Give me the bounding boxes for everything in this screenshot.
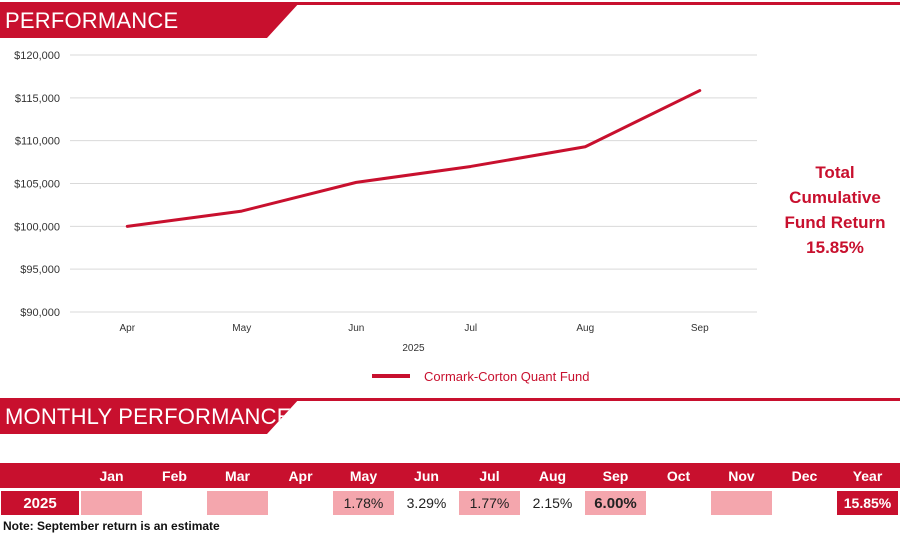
monthly-performance-banner: MONTHLY PERFORMANCE <box>0 398 900 434</box>
header-corner <box>1 463 79 488</box>
header-oct: Oct <box>666 467 691 484</box>
cumulative-line-1: Total <box>815 163 855 182</box>
x-axis-label: 2025 <box>402 343 425 354</box>
month-cell-mar <box>207 491 268 515</box>
header-may: May <box>349 467 378 484</box>
legend-swatch <box>372 374 410 378</box>
x-tick-label: Aug <box>576 323 594 334</box>
x-tick-label: Apr <box>119 323 135 334</box>
x-tick-label: Jul <box>464 323 477 334</box>
header-mar: Mar <box>225 467 250 484</box>
month-cell-aug: 2.15% <box>532 495 573 511</box>
month-cell-sep: 6.00% <box>585 491 646 515</box>
x-tick-label: Sep <box>691 323 709 334</box>
y-tick-label: $100,000 <box>14 221 60 233</box>
month-cell-may: 1.78% <box>333 491 394 515</box>
banner-tab: PERFORMANCE <box>0 2 300 38</box>
performance-banner: PERFORMANCE <box>0 2 900 38</box>
month-cell-apr <box>270 491 331 515</box>
header-nov: Nov <box>728 467 755 484</box>
performance-title: PERFORMANCE <box>5 8 179 33</box>
chart-legend: Cormark-Corton Quant Fund <box>372 367 589 385</box>
x-tick-label: May <box>232 323 251 334</box>
month-cell-jan <box>81 491 142 515</box>
legend-label: Cormark-Corton Quant Fund <box>424 368 590 384</box>
header-dec: Dec <box>791 467 818 484</box>
table-row: 2025 1.78% 3.29% 1.77% 2.15% 6.00% 15.85% <box>0 491 900 515</box>
banner-rule <box>0 2 900 5</box>
header-jun: Jun <box>414 467 439 484</box>
header-jul: Jul <box>479 467 500 484</box>
monthly-table-header: Jan Feb Mar Apr May Jun Jul Aug Sep Oct Nov Dec Year <box>0 463 900 488</box>
y-tick-label: $110,000 <box>15 136 60 148</box>
banner-rule <box>0 398 900 401</box>
month-cell-dec <box>774 491 835 515</box>
header-sep: Sep <box>602 467 629 484</box>
banner-tab: MONTHLY PERFORMANCE <box>0 398 300 434</box>
x-tick-label: Jun <box>348 323 364 334</box>
series-line <box>125 89 702 228</box>
month-cell-oct <box>648 491 709 515</box>
y-tick-label: $95,000 <box>20 264 60 276</box>
header-apr: Apr <box>288 467 313 484</box>
y-tick-label: $105,000 <box>14 179 60 191</box>
month-cell-jul: 1.77% <box>459 491 520 515</box>
year-total-cell: 15.85% <box>837 491 898 515</box>
month-cell-feb <box>144 491 205 515</box>
header-feb: Feb <box>162 467 187 484</box>
row-year-label: 2025 <box>1 491 79 515</box>
y-tick-label: $115,000 <box>15 93 60 105</box>
cumulative-line-2: Cumulative <box>789 188 881 207</box>
y-tick-label: $120,000 <box>14 50 60 62</box>
header-aug: Aug <box>538 467 567 484</box>
header-jan: Jan <box>99 467 124 484</box>
cumulative-value: 15.85% <box>806 238 864 257</box>
cumulative-return: Total Cumulative Fund Return 15.85% <box>770 160 900 260</box>
header-year: Year <box>852 467 883 484</box>
cumulative-line-3: Fund Return <box>784 213 886 232</box>
performance-chart: $90,000 $95,000 $100,000 $105,000 $110,000 $1… <box>14 50 757 354</box>
footnote: Note: September return is an estimate <box>3 519 220 533</box>
month-cell-jun: 3.29% <box>406 495 447 511</box>
month-cell-nov <box>711 491 772 515</box>
y-tick-label: $90,000 <box>20 307 60 319</box>
monthly-title: MONTHLY PERFORMANCE <box>5 404 292 429</box>
